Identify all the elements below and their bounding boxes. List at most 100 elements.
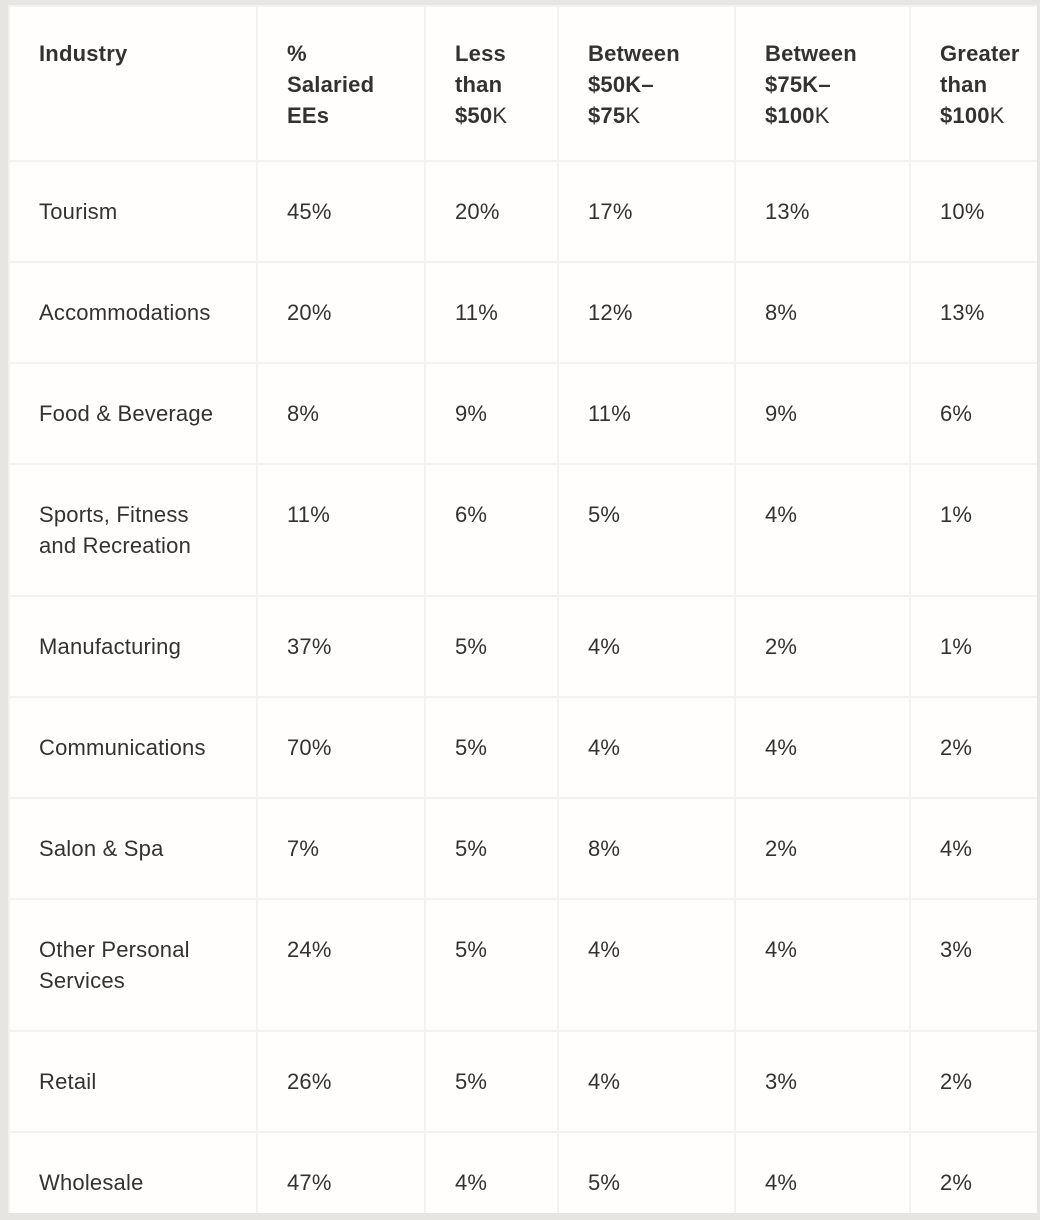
value-label: 5%: [588, 502, 621, 527]
value-label: 6%: [455, 502, 488, 527]
value-cell-salaried-ees: 26%: [256, 1030, 426, 1133]
industry-label: Sports, Fitness and Recreation: [39, 502, 192, 558]
value-label: 13%: [940, 300, 985, 325]
value-label: 17%: [588, 199, 633, 224]
value-label: 2%: [940, 1170, 973, 1195]
column-header-label: Between $75K– $100: [765, 41, 857, 128]
column-header-salaried-ees: % Salaried EEs: [256, 5, 426, 162]
value-label: 8%: [765, 300, 798, 325]
industry-label: Manufacturing: [39, 634, 182, 659]
value-cell-between-50k-75k: 4%: [557, 1030, 736, 1133]
value-label: 47%: [287, 1170, 332, 1195]
value-cell-salaried-ees: 11%: [256, 463, 426, 597]
column-header-label: % Salaried EEs: [287, 41, 375, 128]
value-label: 13%: [765, 199, 810, 224]
value-cell-between-50k-75k: 4%: [557, 696, 736, 799]
value-label: 7%: [287, 836, 320, 861]
value-label: 20%: [287, 300, 332, 325]
table-row: Retail 26% 5% 4% 3% 2%: [8, 1030, 1037, 1133]
industry-salary-table: Industry % Salaried EEs Less than $50K B…: [8, 5, 1037, 1213]
value-label: 45%: [287, 199, 332, 224]
value-cell-between-75k-100k: 2%: [734, 595, 911, 698]
column-header-label: Less than $50: [455, 41, 506, 128]
value-label: 24%: [287, 937, 332, 962]
value-cell-salaried-ees: 37%: [256, 595, 426, 698]
value-label: 20%: [455, 199, 500, 224]
value-label: 11%: [287, 502, 330, 527]
value-label: 4%: [940, 836, 973, 861]
value-cell-between-50k-75k: 8%: [557, 797, 736, 900]
value-label: 4%: [765, 937, 798, 962]
value-cell-greater-than-100k: 4%: [909, 797, 1037, 900]
value-label: 6%: [940, 401, 973, 426]
column-header-suffix: K: [814, 103, 830, 128]
value-cell-salaried-ees: 47%: [256, 1131, 426, 1213]
value-cell-between-75k-100k: 2%: [734, 797, 911, 900]
value-cell-greater-than-100k: 10%: [909, 160, 1037, 263]
value-label: 3%: [940, 937, 973, 962]
value-cell-greater-than-100k: 2%: [909, 1131, 1037, 1213]
column-header-suffix: K: [492, 103, 508, 128]
value-label: 5%: [588, 1170, 621, 1195]
column-header-label: Greater than $100: [940, 41, 1020, 128]
value-label: 5%: [455, 836, 488, 861]
industry-label: Communications: [39, 735, 206, 760]
value-label: 4%: [588, 634, 621, 659]
industry-label: Wholesale: [39, 1170, 144, 1195]
table-header-row: Industry % Salaried EEs Less than $50K B…: [8, 5, 1037, 162]
table-card: Industry % Salaried EEs Less than $50K B…: [8, 5, 1037, 1213]
table-row: Food & Beverage 8% 9% 11% 9% 6%: [8, 362, 1037, 465]
value-cell-salaried-ees: 20%: [256, 261, 426, 364]
value-label: 4%: [765, 735, 798, 760]
value-label: 5%: [455, 1069, 488, 1094]
value-cell-less-than-50k: 6%: [424, 463, 559, 597]
value-label: 4%: [455, 1170, 488, 1195]
value-cell-between-75k-100k: 4%: [734, 1131, 911, 1213]
industry-cell: Other Personal Services: [8, 898, 258, 1032]
value-label: 4%: [588, 1069, 621, 1094]
value-cell-between-75k-100k: 8%: [734, 261, 911, 364]
value-label: 5%: [455, 634, 488, 659]
value-label: 10%: [940, 199, 985, 224]
value-cell-between-50k-75k: 12%: [557, 261, 736, 364]
value-cell-between-50k-75k: 5%: [557, 1131, 736, 1213]
industry-cell: Food & Beverage: [8, 362, 258, 465]
value-cell-less-than-50k: 5%: [424, 595, 559, 698]
industry-cell: Tourism: [8, 160, 258, 263]
value-label: 3%: [765, 1069, 798, 1094]
value-cell-salaried-ees: 8%: [256, 362, 426, 465]
value-cell-between-75k-100k: 4%: [734, 463, 911, 597]
value-cell-between-50k-75k: 17%: [557, 160, 736, 263]
value-cell-greater-than-100k: 2%: [909, 1030, 1037, 1133]
table-row: Salon & Spa 7% 5% 8% 2% 4%: [8, 797, 1037, 900]
column-header-greater-than-100k: Greater than $100K: [909, 5, 1037, 162]
value-label: 4%: [588, 735, 621, 760]
value-label: 4%: [765, 1170, 798, 1195]
industry-cell: Wholesale: [8, 1131, 258, 1213]
value-label: 4%: [765, 502, 798, 527]
industry-label: Salon & Spa: [39, 836, 164, 861]
value-cell-between-50k-75k: 5%: [557, 463, 736, 597]
industry-label: Food & Beverage: [39, 401, 214, 426]
value-cell-less-than-50k: 9%: [424, 362, 559, 465]
value-cell-less-than-50k: 5%: [424, 696, 559, 799]
column-header-label: Industry: [39, 41, 128, 66]
value-cell-greater-than-100k: 1%: [909, 463, 1037, 597]
industry-cell: Salon & Spa: [8, 797, 258, 900]
value-label: 9%: [765, 401, 798, 426]
value-label: 70%: [287, 735, 332, 760]
value-label: 8%: [588, 836, 621, 861]
table-row: Wholesale 47% 4% 5% 4% 2%: [8, 1131, 1037, 1213]
industry-cell: Retail: [8, 1030, 258, 1133]
value-cell-salaried-ees: 45%: [256, 160, 426, 263]
column-header-suffix: K: [625, 103, 641, 128]
value-label: 9%: [455, 401, 488, 426]
value-label: 5%: [455, 937, 488, 962]
value-label: 2%: [940, 735, 973, 760]
industry-cell: Accommodations: [8, 261, 258, 364]
value-cell-less-than-50k: 4%: [424, 1131, 559, 1213]
value-cell-between-50k-75k: 4%: [557, 595, 736, 698]
value-cell-between-75k-100k: 4%: [734, 898, 911, 1032]
column-header-between-50k-75k: Between $50K– $75K: [557, 5, 736, 162]
column-header-industry: Industry: [8, 5, 258, 162]
